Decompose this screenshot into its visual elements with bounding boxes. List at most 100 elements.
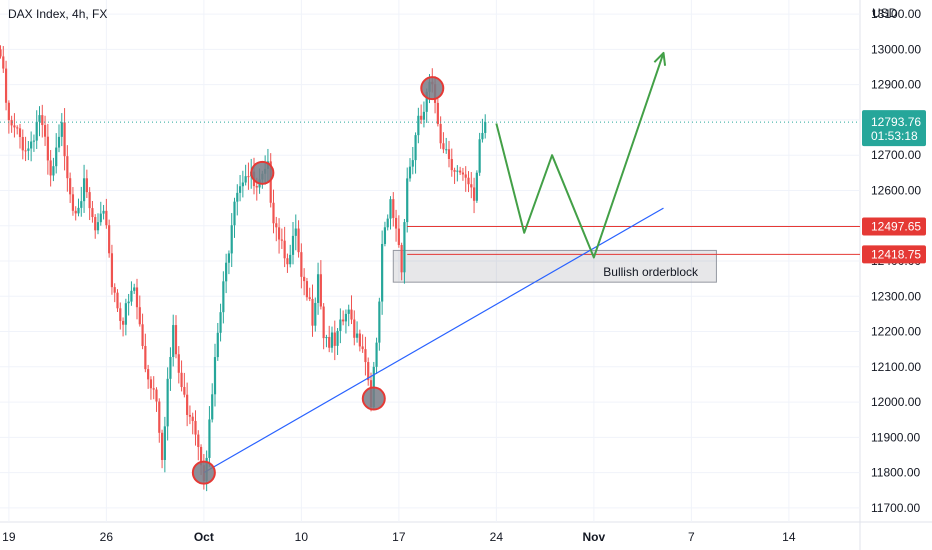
projection-path[interactable]: [495, 52, 665, 259]
candle-body: [213, 357, 217, 395]
candle-body: [456, 170, 459, 172]
candle-body: [225, 262, 228, 282]
y-tick-label: 12300.00: [871, 289, 921, 303]
candle-body: [43, 125, 47, 137]
candle-body: [219, 312, 222, 333]
candle-body: [169, 356, 172, 379]
candle-body: [300, 252, 303, 277]
candle-body: [138, 307, 141, 325]
candle-body: [69, 178, 72, 195]
candle-body: [166, 378, 169, 427]
candle-body: [361, 346, 364, 350]
candle-body: [386, 218, 389, 228]
x-tick-label: 7: [688, 530, 695, 544]
orderblock-label: Bullish orderblock: [603, 265, 699, 279]
candle-body: [459, 170, 462, 173]
candle-body: [392, 199, 395, 218]
y-tick-label: 12100.00: [871, 360, 921, 374]
y-tick-label: 11800.00: [871, 466, 920, 480]
candle-body: [328, 336, 331, 348]
candle-body: [269, 161, 272, 203]
candle-body: [347, 309, 350, 314]
projection-arrowhead: [653, 51, 667, 66]
candle-body: [358, 333, 361, 347]
level-badge: [862, 217, 926, 236]
candle-body: [21, 137, 24, 151]
candle-body: [172, 325, 175, 357]
candle-body: [7, 102, 10, 121]
candle-body: [124, 303, 127, 325]
candle-body: [247, 176, 250, 178]
candle-body: [475, 172, 478, 201]
chart-title: DAX Index, 4h, FX: [8, 7, 107, 21]
candle-body: [24, 150, 27, 152]
candle-body: [255, 186, 258, 188]
candle-body: [436, 102, 439, 125]
candle-body: [236, 192, 239, 202]
candle-body: [27, 148, 30, 151]
candle-body: [314, 302, 317, 326]
candle-body: [110, 253, 114, 288]
candle-body: [286, 258, 289, 265]
candle-body: [77, 207, 80, 214]
candle-body: [316, 274, 320, 303]
candle-body: [355, 333, 359, 338]
candle-body: [135, 287, 139, 308]
candle-body: [191, 416, 194, 421]
candle-body: [105, 210, 108, 226]
candle-body: [294, 228, 297, 236]
candle-body: [319, 274, 322, 307]
last-price-text: 12793.76: [871, 115, 921, 129]
candle-body: [303, 276, 306, 282]
candle-body: [38, 115, 41, 122]
candle-body: [10, 120, 13, 126]
candle-body: [272, 202, 275, 224]
candle-body: [461, 172, 465, 175]
candle-body: [222, 281, 225, 313]
candle-body: [99, 213, 102, 223]
swing-marker[interactable]: [420, 76, 445, 101]
candle-body: [211, 394, 214, 420]
candle-body: [199, 446, 203, 466]
x-tick-label: 26: [100, 530, 114, 544]
candle-body: [311, 298, 314, 326]
candle-body: [35, 121, 38, 141]
candle-body: [394, 217, 398, 229]
candle-body: [133, 287, 136, 291]
candle-body: [158, 401, 161, 433]
candle-body: [381, 243, 384, 302]
candle-body: [389, 199, 392, 219]
candle-body: [102, 210, 105, 214]
candle-body: [277, 227, 281, 240]
plot-area[interactable]: Bullish orderblock: [0, 0, 860, 522]
candle-body: [230, 225, 233, 254]
candle-body: [241, 182, 244, 187]
candle-body: [339, 319, 342, 331]
swing-marker[interactable]: [361, 386, 386, 411]
candle-body: [478, 139, 481, 173]
candle-body: [411, 160, 414, 167]
candle-body: [41, 115, 44, 126]
candle-body: [46, 136, 49, 161]
candle-body: [283, 240, 286, 259]
candle-body: [177, 354, 180, 373]
candle-body: [353, 319, 356, 338]
candle-body: [280, 239, 283, 241]
candle-body: [18, 128, 22, 138]
candle-body: [375, 342, 378, 367]
candle-body: [180, 372, 183, 388]
candle-body: [208, 419, 211, 458]
orderblock-zone[interactable]: [392, 249, 717, 283]
candle-body: [450, 158, 453, 171]
x-tick-label: 24: [490, 530, 504, 544]
price-scale[interactable]: [860, 0, 932, 550]
candle-body: [403, 222, 406, 273]
swing-marker[interactable]: [191, 460, 216, 485]
candle-body: [141, 324, 144, 346]
candle-body: [16, 127, 19, 129]
trend-line[interactable]: [203, 207, 664, 474]
candle-body: [66, 156, 69, 179]
swing-marker[interactable]: [250, 160, 275, 185]
